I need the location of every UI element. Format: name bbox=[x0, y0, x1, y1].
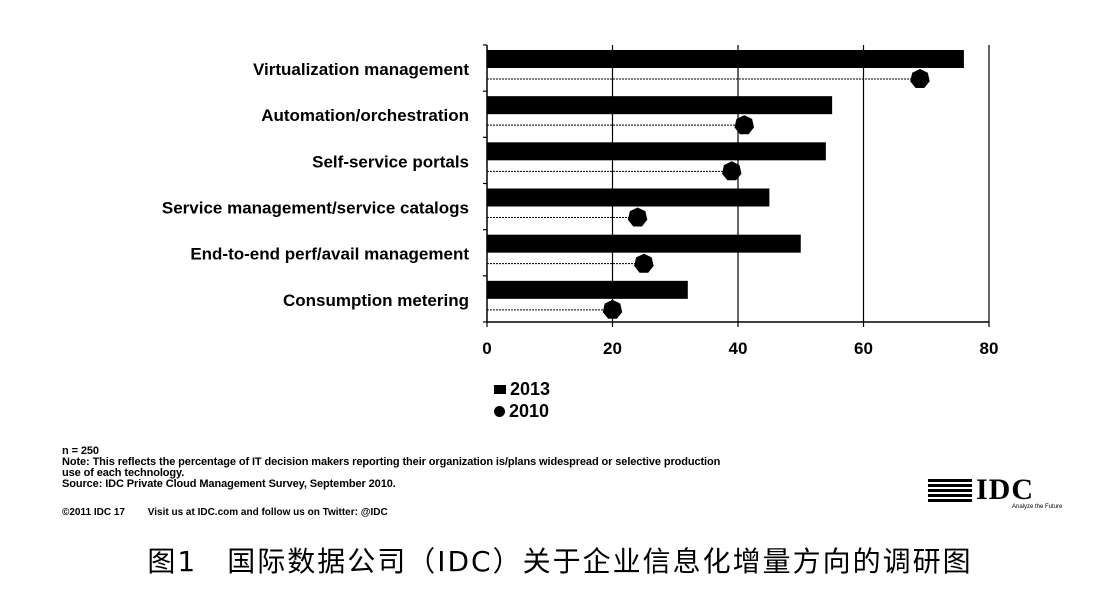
figure-caption: 图1 国际数据公司（IDC）关于企业信息化增量方向的调研图 bbox=[147, 545, 973, 578]
legend-label: 2010 bbox=[509, 401, 550, 421]
marker-2010 bbox=[634, 253, 654, 273]
category-labels: Virtualization management Automation/orch… bbox=[162, 60, 469, 310]
grid-lines bbox=[611, 45, 990, 322]
legend-swatch-bar bbox=[494, 384, 506, 394]
category-label: End-to-end perf/avail management bbox=[190, 245, 469, 264]
logo-tagline: Analyze the Future bbox=[1012, 504, 1063, 510]
bars bbox=[487, 50, 964, 299]
axes bbox=[483, 44, 990, 327]
bar-2013 bbox=[487, 50, 964, 68]
legend: 2013 2010 bbox=[494, 378, 550, 422]
visit-text: Visit us at IDC.com and follow us on Twi… bbox=[147, 507, 388, 518]
source-line: Source: IDC Private Cloud Management Sur… bbox=[62, 478, 396, 490]
category-label: Service management/service catalogs bbox=[162, 199, 469, 218]
x-tick-label: 0 bbox=[482, 339, 491, 358]
category-label: Self-service portals bbox=[312, 152, 469, 171]
bar-2013 bbox=[487, 280, 688, 299]
legend-item-2010: 2010 bbox=[494, 400, 550, 422]
note-line-2: use of each technology. bbox=[62, 467, 185, 479]
logo-globe-icon bbox=[928, 479, 972, 503]
copyright-text: ©2011 IDC 17 bbox=[62, 507, 125, 518]
legend-label: 2013 bbox=[510, 379, 551, 399]
marker-2010 bbox=[627, 207, 648, 227]
tick-labels: 0 20 40 60 80 bbox=[482, 339, 998, 358]
bar-2013 bbox=[487, 96, 833, 115]
copyright-line: ©2011 IDC 17 Visit us at IDC.com and fol… bbox=[62, 507, 408, 518]
bar-2013 bbox=[487, 142, 826, 161]
marker-2010 bbox=[910, 69, 930, 88]
marker-2010 bbox=[722, 161, 742, 181]
legend-item-2013: 2013 bbox=[494, 378, 550, 400]
chart-notes: n = 250 Note: This reflects the percenta… bbox=[62, 446, 912, 490]
marker-2010 bbox=[734, 115, 754, 135]
category-label: Automation/orchestration bbox=[261, 106, 469, 125]
x-tick-label: 20 bbox=[603, 339, 622, 358]
idc-logo: IDC Analyze the Future bbox=[928, 473, 1068, 515]
x-tick-label: 40 bbox=[729, 339, 748, 358]
bar-chart: Virtualization management Automation/orch… bbox=[162, 44, 998, 358]
sample-size: n = 250 bbox=[62, 445, 99, 457]
category-label: Consumption metering bbox=[283, 291, 469, 310]
note-line-1: Note: This reflects the percentage of IT… bbox=[62, 456, 721, 468]
bar-2013 bbox=[487, 234, 801, 253]
bar-2013 bbox=[487, 188, 770, 207]
marker-2010 bbox=[602, 299, 623, 319]
x-tick-label: 60 bbox=[854, 339, 873, 358]
legend-swatch-marker bbox=[494, 405, 505, 417]
logo-wordmark: IDC bbox=[976, 473, 1035, 506]
category-label: Virtualization management bbox=[253, 60, 469, 79]
markers bbox=[487, 69, 930, 319]
x-tick-label: 80 bbox=[980, 339, 999, 358]
